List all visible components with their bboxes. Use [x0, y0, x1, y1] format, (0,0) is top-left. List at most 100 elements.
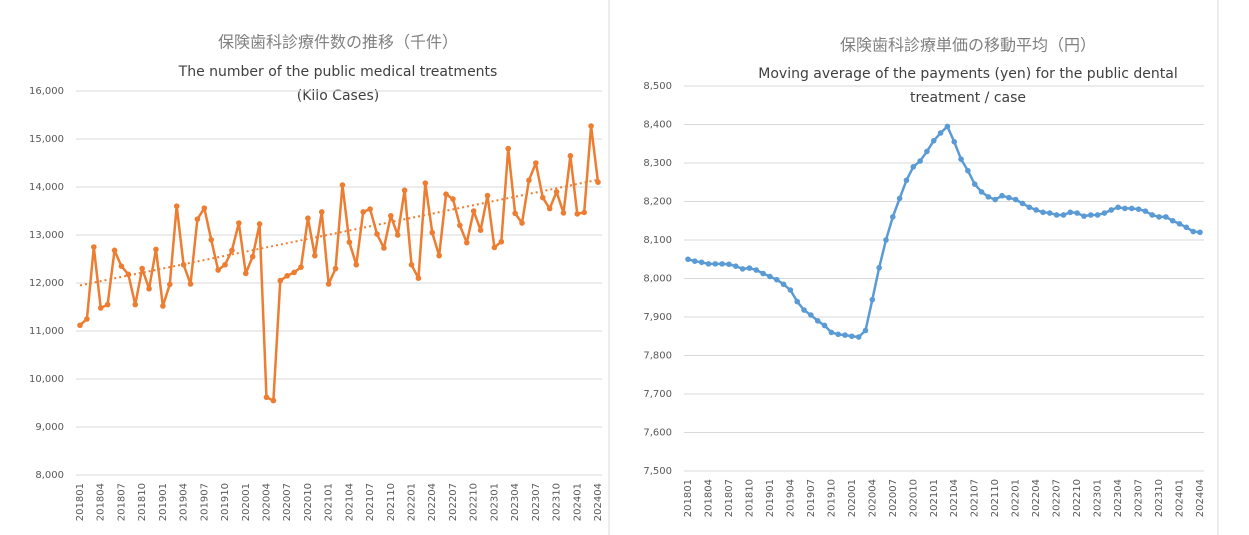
x-tick-label: 201810 [137, 483, 148, 521]
chart-subtitle: (Kilo Cases) [297, 88, 379, 104]
data-point [910, 164, 917, 170]
x-tick-label: 201907 [806, 479, 817, 517]
trendline [79, 178, 599, 287]
data-point [1169, 217, 1176, 224]
y-tick-label: 7,700 [643, 389, 672, 400]
y-tick-label: 16,000 [29, 86, 64, 97]
data-point [999, 192, 1005, 199]
data-point [1053, 212, 1060, 218]
y-tick-label: 12,000 [29, 278, 64, 289]
data-point [360, 209, 366, 215]
data-point [794, 298, 801, 305]
data-point [1074, 210, 1080, 216]
x-tick-label: 202401 [1175, 479, 1186, 517]
data-point [692, 258, 698, 264]
data-point [951, 139, 958, 145]
x-tick-label: 202210 [1072, 479, 1083, 517]
data-point [166, 281, 173, 288]
data-point [415, 275, 422, 282]
data-point [903, 177, 910, 184]
data-point [767, 273, 773, 280]
data-point [222, 261, 228, 268]
data-point [1101, 210, 1108, 216]
y-tick-label: 8,200 [643, 197, 672, 208]
data-point [1047, 210, 1053, 216]
data-point [353, 261, 360, 268]
data-point [787, 287, 794, 293]
y-tick-label: 7,500 [643, 466, 672, 477]
data-point [546, 205, 553, 212]
data-point [1115, 204, 1121, 211]
data-point [526, 177, 532, 184]
x-tick-label: 202401 [572, 483, 583, 521]
x-tick-label: 202007 [888, 479, 899, 517]
data-point [574, 211, 581, 217]
data-point [719, 261, 725, 267]
x-tick-label: 201801 [683, 479, 694, 517]
data-point [937, 130, 944, 136]
x-tick-label: 202010 [908, 479, 919, 517]
data-point [726, 261, 732, 268]
data-line [79, 124, 600, 402]
x-tick-label: 201810 [744, 479, 755, 517]
data-point [470, 208, 477, 214]
data-point [698, 259, 705, 266]
data-point [208, 237, 215, 243]
data-point [753, 267, 760, 273]
data-point [215, 267, 221, 273]
data-point [201, 205, 208, 211]
data-point [242, 270, 249, 277]
data-point [780, 281, 787, 288]
x-tick-label: 202104 [949, 479, 960, 517]
chart-subtitle: The number of the public medical treatme… [178, 64, 498, 80]
x-tick-label: 202204 [427, 483, 438, 521]
data-point [883, 237, 889, 243]
data-point [519, 220, 525, 226]
data-point [187, 281, 194, 287]
data-point [855, 334, 862, 340]
data-point [958, 156, 964, 162]
x-tick-label: 201904 [179, 483, 190, 521]
data-point [1135, 206, 1142, 212]
data-point [491, 244, 498, 251]
data-point [553, 189, 560, 195]
data-point [484, 192, 491, 199]
x-tick-label: 202304 [510, 483, 521, 521]
data-point [139, 265, 145, 272]
data-point [773, 276, 780, 283]
data-point [270, 397, 277, 404]
data-point [944, 123, 951, 130]
data-point [1197, 229, 1203, 236]
data-point [1067, 209, 1074, 216]
y-tick-label: 15,000 [29, 134, 64, 145]
data-point [705, 261, 712, 267]
y-tick-label: 8,000 [35, 470, 64, 481]
data-point [588, 123, 594, 129]
data-point [312, 252, 318, 259]
x-tick-label: 201901 [765, 479, 776, 517]
data-point [842, 332, 848, 338]
data-point [477, 227, 484, 233]
x-tick-label: 202204 [1031, 479, 1042, 517]
data-point [505, 145, 512, 152]
data-point [862, 327, 869, 334]
data-point [236, 220, 242, 226]
data-point [1033, 207, 1039, 213]
data-point [263, 394, 270, 401]
x-tick-label: 202404 [593, 483, 604, 521]
data-point [1019, 200, 1026, 207]
data-point [463, 239, 470, 246]
data-point [1006, 194, 1012, 201]
data-point [1040, 209, 1046, 216]
x-tick-label: 202307 [1134, 479, 1145, 517]
data-point [1183, 224, 1190, 231]
data-point [595, 179, 601, 185]
data-point [985, 194, 992, 200]
data-point [1142, 208, 1149, 214]
y-tick-label: 8,000 [643, 274, 672, 285]
data-point [146, 285, 152, 292]
y-tick-label: 10,000 [29, 374, 64, 385]
x-tick-label: 202110 [990, 479, 1001, 517]
data-point [890, 214, 896, 220]
